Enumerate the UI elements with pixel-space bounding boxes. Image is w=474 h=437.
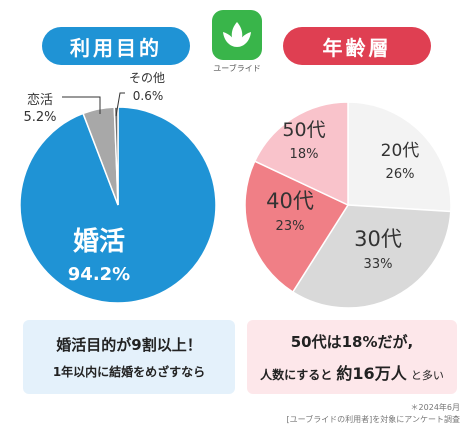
app-name: ユーブライド (213, 64, 261, 73)
value-konkatsu: 94.2% (68, 264, 130, 285)
footnote: ＊2024年6月 [ユーブライドの利用者]を対象にアンケート調査 (287, 402, 460, 426)
age-summary-post: と多い (410, 368, 444, 382)
label-other: その他 (129, 71, 165, 85)
label-30s: 30代 (354, 227, 402, 251)
leaf-icon (223, 22, 251, 47)
app-logo (212, 10, 262, 60)
label-20s: 20代 (381, 141, 420, 161)
slice-50s (253, 101, 349, 207)
age-title: 年齢層 (283, 27, 431, 65)
value-other: 0.6% (133, 89, 164, 103)
purpose-title: 利用目的 (42, 27, 190, 65)
value-30s: 33% (364, 257, 393, 272)
purpose-summary-box: 婚活目的が9割以上！ 1年以内に結婚をめざすなら (23, 320, 235, 394)
label-renkatsu: 恋活 (27, 92, 53, 108)
purpose-summary-sub: 1年以内に結婚をめざすなら (52, 365, 206, 379)
slice-20s (347, 101, 452, 213)
age-summary-sub: 人数にすると 約16万人 と多い (260, 360, 444, 384)
value-renkatsu: 5.2% (23, 110, 56, 125)
age-summary-headline: 50代は18%だが, (290, 332, 414, 351)
age-summary-count: 約16万人 (336, 363, 407, 383)
age-summary-pre: 人数にすると (260, 367, 333, 382)
value-40s: 23% (276, 219, 305, 234)
age-summary-box: 50代は18%だが, 人数にすると 約16万人 と多い (247, 320, 457, 394)
label-40s: 40代 (266, 189, 314, 213)
footnote-source: [ユーブライドの利用者]を対象にアンケート調査 (286, 415, 460, 424)
label-konkatsu: 婚活 (73, 227, 125, 257)
footnote-date: ＊2024年6月 (410, 403, 460, 412)
leader-renkatsu (62, 96, 101, 114)
slice-40s (244, 160, 350, 294)
value-20s: 26% (386, 167, 415, 182)
purpose-summary-headline: 婚活目的が9割以上！ (56, 336, 202, 354)
label-50s: 50代 (282, 119, 325, 141)
value-50s: 18% (290, 147, 319, 162)
leader-other (115, 92, 125, 117)
